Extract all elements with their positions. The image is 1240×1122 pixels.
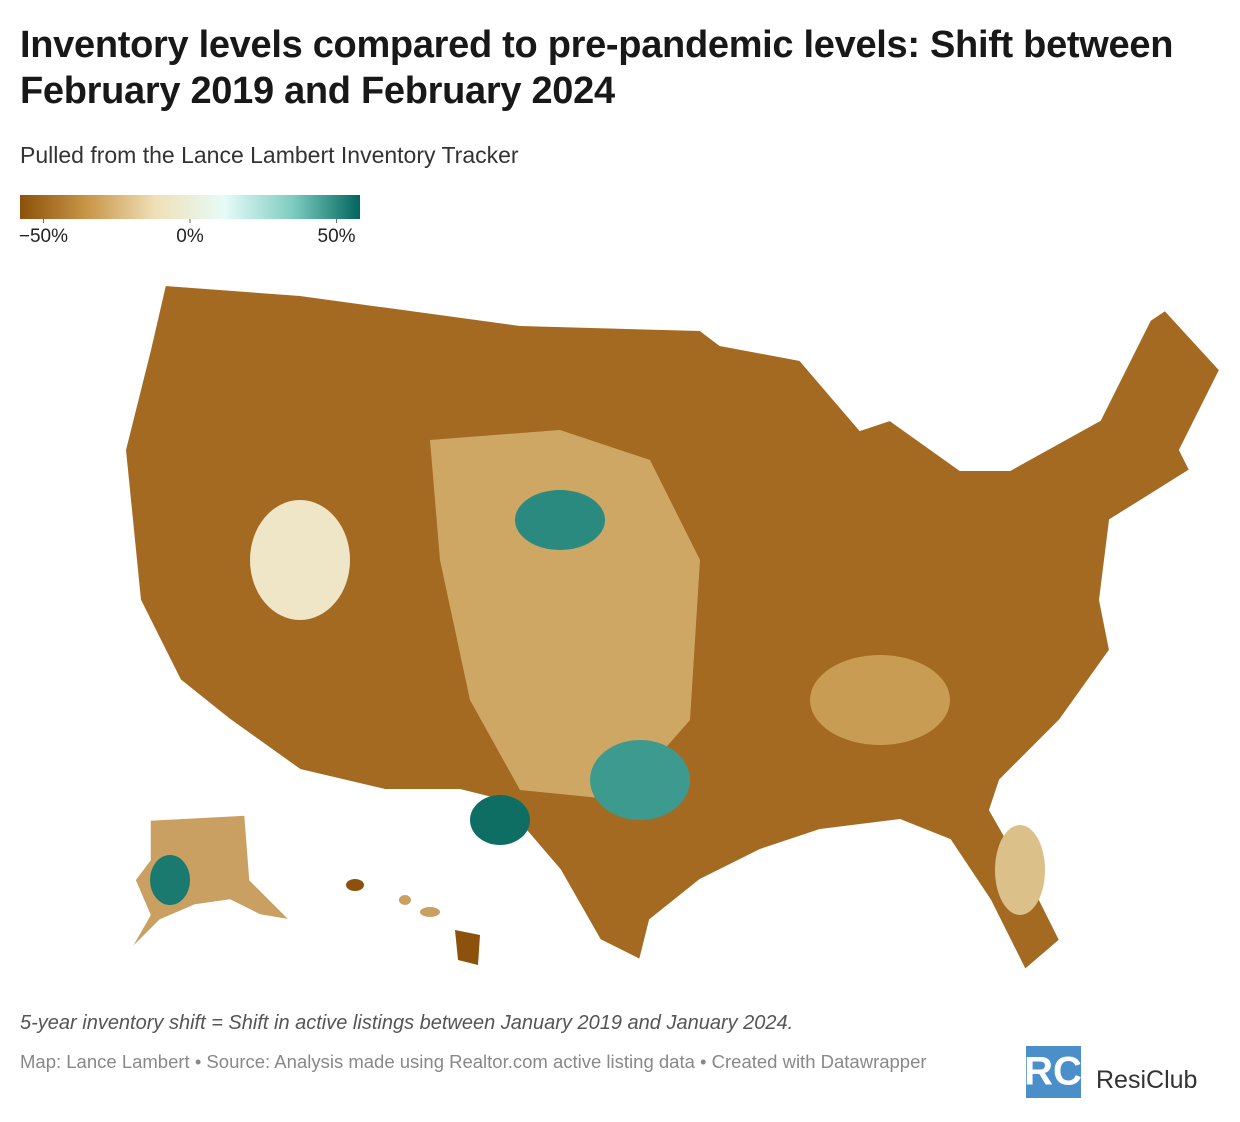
teal-area — [470, 795, 530, 845]
teal-area — [150, 855, 190, 905]
legend-tick-label: −50% — [19, 226, 68, 247]
teal-area — [590, 740, 690, 820]
logo-mark: RC — [1024, 1050, 1082, 1094]
legend-tick-label: 0% — [176, 226, 204, 247]
legend-tick-label: 50% — [318, 226, 356, 247]
light-area — [250, 500, 350, 620]
title: Inventory levels compared to pre-pandemi… — [20, 24, 1174, 112]
teal-area — [515, 490, 605, 550]
logo-mark — [1026, 1046, 1081, 1098]
light-area — [995, 825, 1045, 915]
alaska-shape — [129, 814, 293, 951]
logo-text: ResiClub — [1096, 1066, 1198, 1094]
subtitle: Pulled from the Lance Lambert Inventory … — [20, 142, 519, 168]
legend-bar — [20, 195, 360, 219]
hawaii-island — [455, 930, 480, 965]
light-area — [810, 655, 950, 745]
hawaii-island — [399, 895, 411, 905]
note: 5-year inventory shift = Shift in active… — [20, 1012, 794, 1034]
hawaii-island — [346, 879, 364, 891]
source: Map: Lance Lambert • Source: Analysis ma… — [20, 1051, 927, 1072]
great-plains-patch — [430, 430, 700, 800]
hawaii-island — [420, 907, 440, 917]
